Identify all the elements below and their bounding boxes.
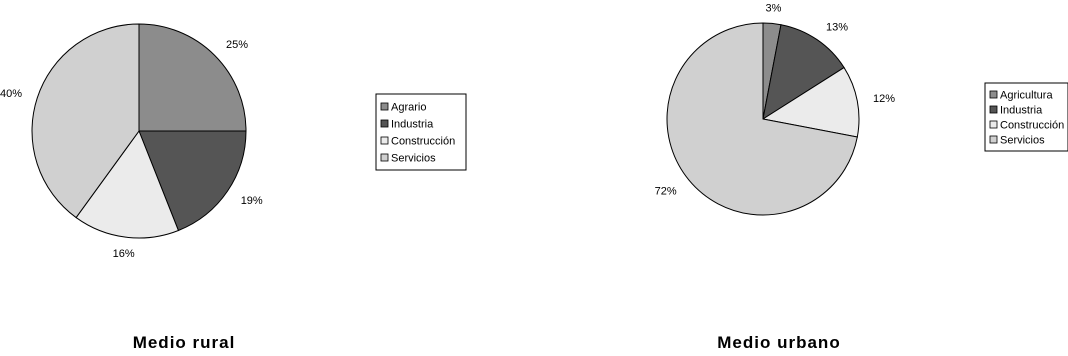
urban-slice-label-servicios: 72% bbox=[655, 185, 677, 197]
urban-legend-swatch-construccion bbox=[989, 120, 998, 129]
rural-slice-construccion bbox=[75, 129, 180, 239]
rural-slice-label-agrario: 25% bbox=[226, 39, 248, 51]
urban-legend-swatch-industria bbox=[989, 105, 998, 114]
rural-pie-chart: 25% 19% 16% 40% Agrario Industria Construcción… bbox=[0, 23, 467, 352]
urban-legend-label-servicios: Servicios bbox=[1000, 135, 1045, 147]
rural-legend-label-construccion: Construcción bbox=[391, 136, 455, 148]
rural-slice-label-industria: 19% bbox=[241, 195, 263, 207]
rural-legend-swatch-construccion bbox=[380, 136, 389, 145]
rural-legend-swatch-agrario bbox=[380, 102, 389, 111]
rural-legend bbox=[375, 93, 467, 171]
rural-legend-swatch-industria bbox=[380, 119, 389, 128]
urban-legend-swatch-agricultura bbox=[989, 90, 998, 99]
rural-chart-title: Medio rural bbox=[133, 333, 236, 352]
urban-slice-servicios bbox=[666, 22, 858, 216]
rural-slice-label-servicios: 40% bbox=[0, 88, 22, 100]
urban-legend-label-agricultura: Agricultura bbox=[1000, 90, 1053, 102]
rural-legend-label-agrario: Agrario bbox=[391, 102, 426, 114]
urban-legend-label-industria: Industria bbox=[1000, 105, 1043, 117]
urban-slice-label-agricultura: 3% bbox=[766, 3, 782, 15]
rural-legend-label-servicios: Servicios bbox=[391, 153, 436, 165]
urban-chart-title: Medio urbano bbox=[717, 333, 840, 352]
urban-legend bbox=[984, 82, 1068, 152]
rural-slice-servicios bbox=[31, 23, 140, 219]
urban-legend-swatch-servicios bbox=[989, 135, 998, 144]
urban-slice-industria bbox=[762, 24, 845, 121]
urban-pie-chart: 3% 13% 12% 72% Agricultura Industria Construcc… bbox=[655, 3, 1068, 352]
rural-slice-industria bbox=[138, 130, 247, 232]
urban-slice-label-construccion: 12% bbox=[873, 93, 895, 105]
urban-legend-label-construccion: Construcción bbox=[1000, 120, 1064, 132]
rural-legend-swatch-servicios bbox=[380, 153, 389, 162]
urban-slice-label-industria: 13% bbox=[826, 21, 848, 33]
rural-slice-agrario bbox=[138, 23, 247, 132]
urban-slice-construccion bbox=[761, 66, 860, 138]
rural-legend-label-industria: Industria bbox=[391, 119, 434, 131]
rural-slice-label-construccion: 16% bbox=[113, 248, 135, 260]
